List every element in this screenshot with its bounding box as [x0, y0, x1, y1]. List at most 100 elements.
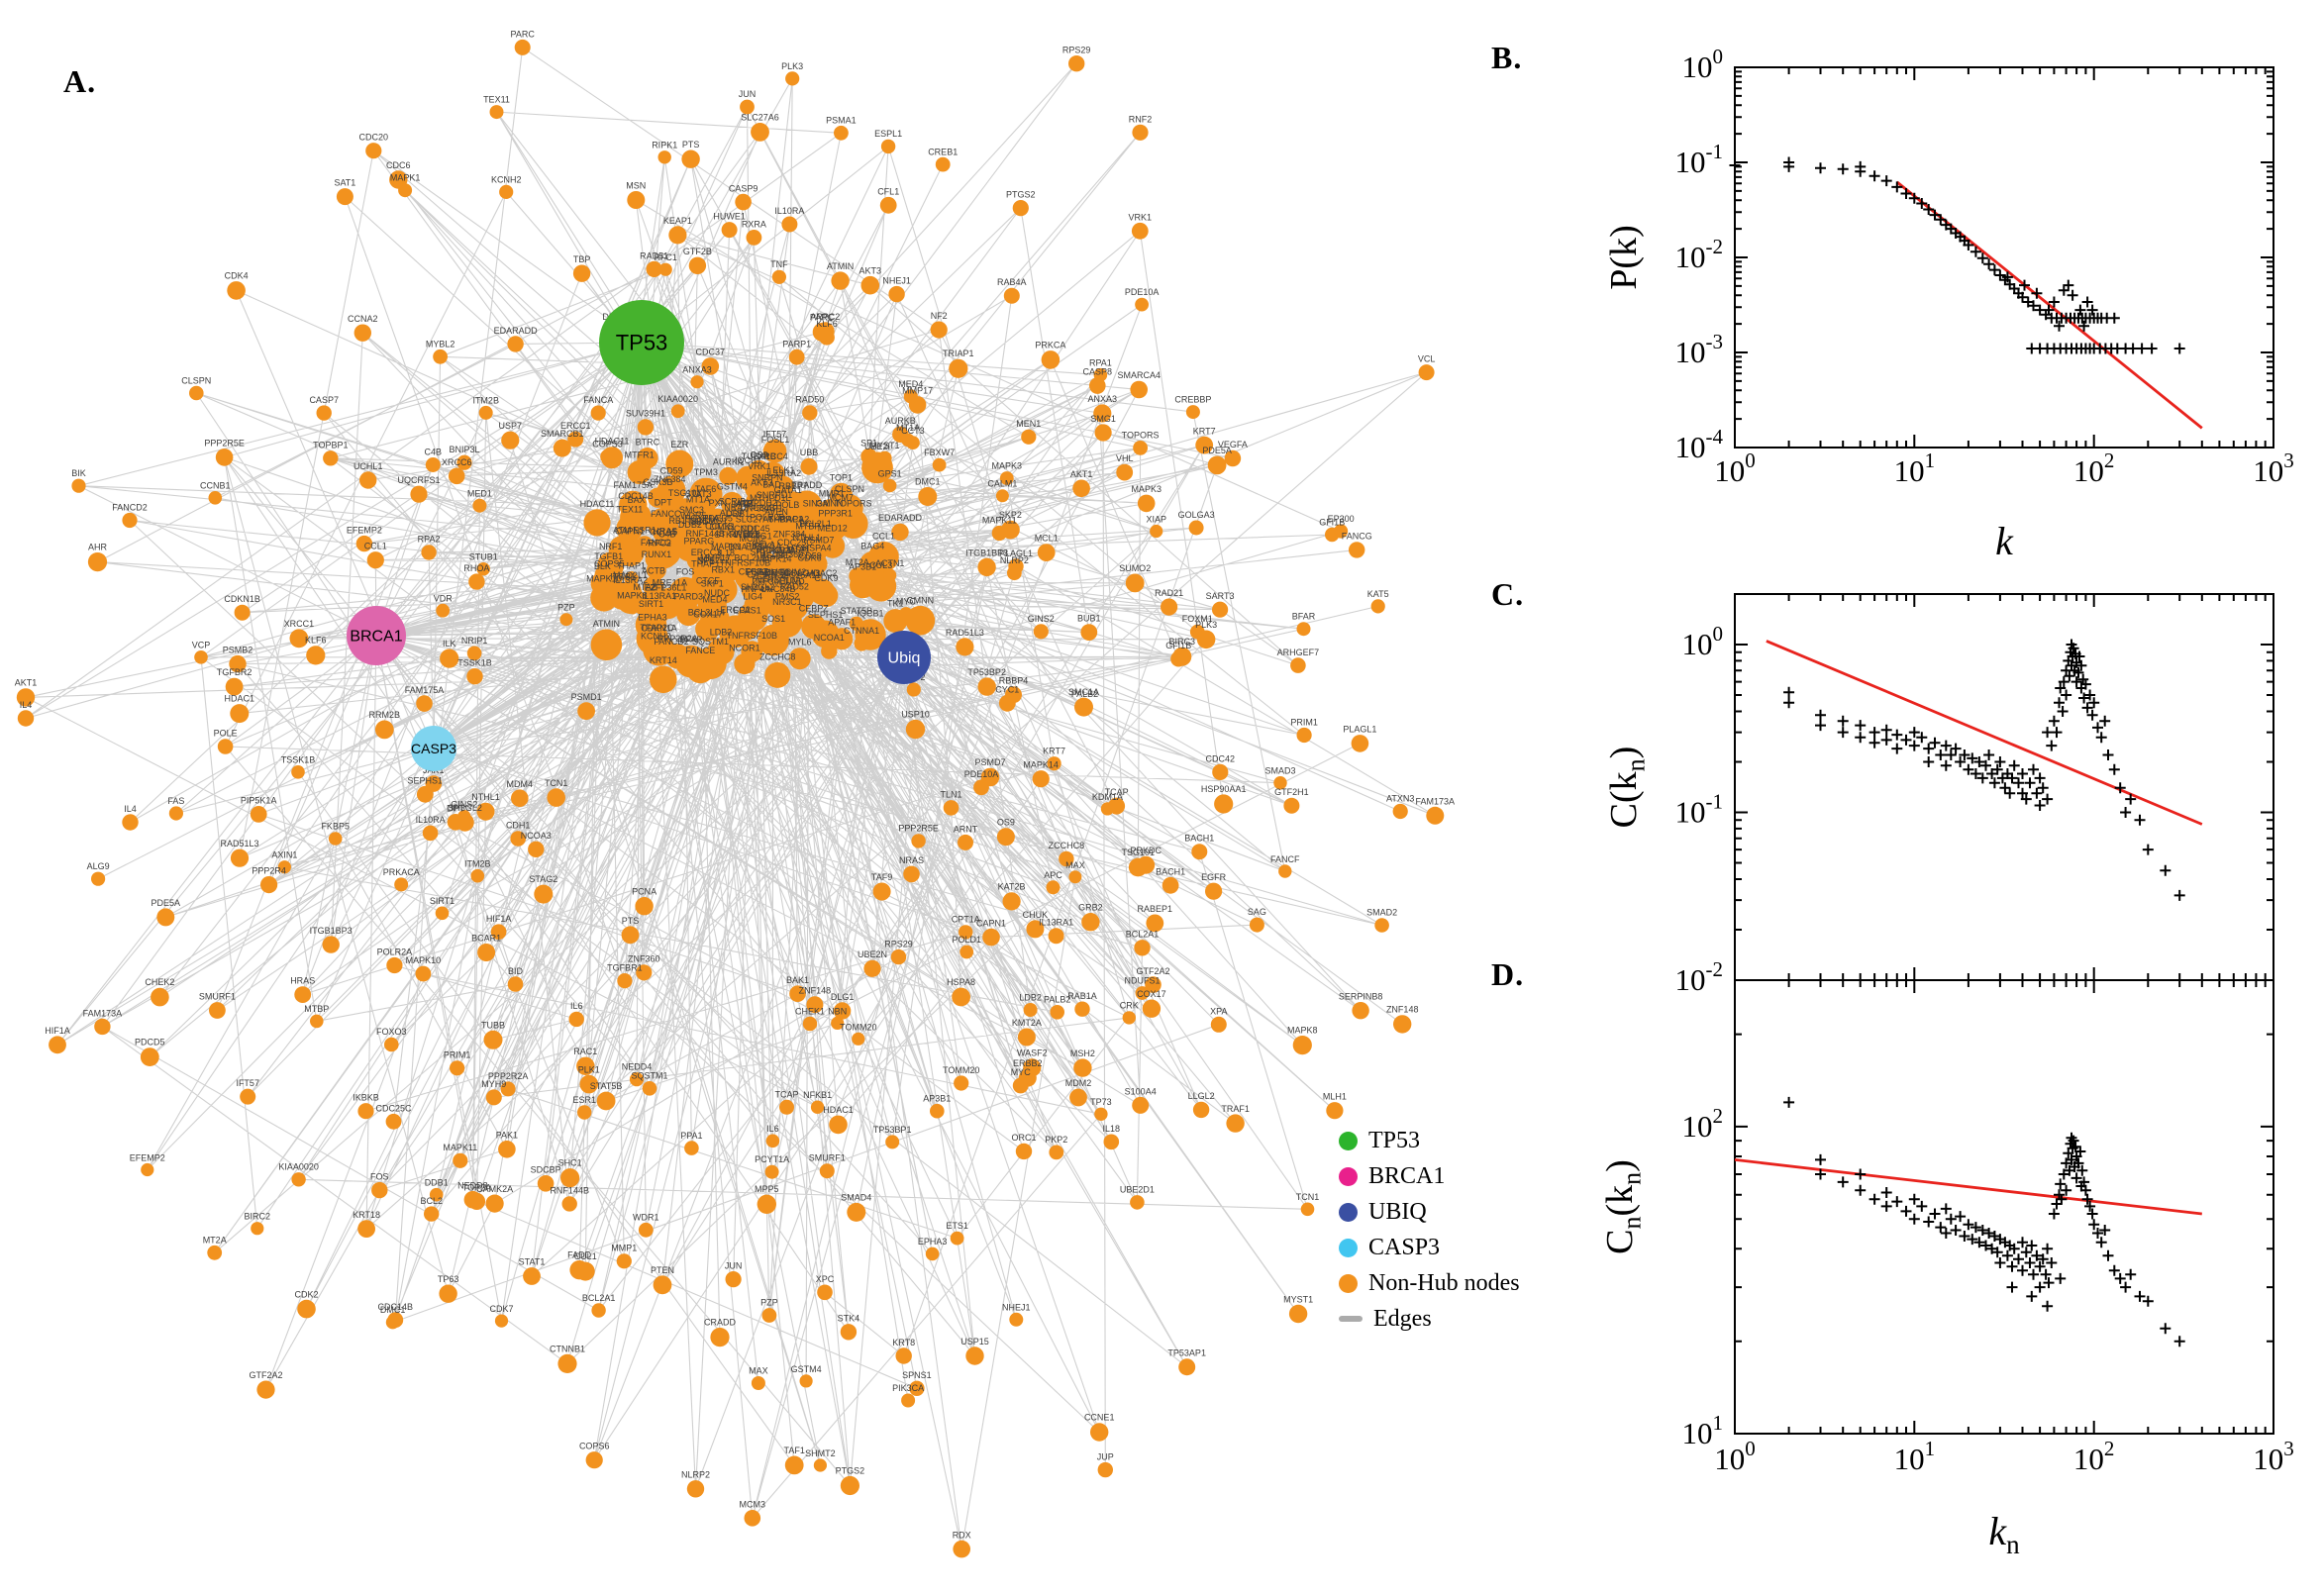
- svg-text:GSK3B: GSK3B: [643, 477, 672, 487]
- y-axis-title: C(kn): [1603, 747, 1650, 829]
- hub-label-brca1: BRCA1: [350, 629, 402, 646]
- svg-text:KCNH2: KCNH2: [491, 174, 522, 184]
- svg-text:PALB2: PALB2: [1044, 995, 1070, 1005]
- svg-text:OS9: OS9: [997, 818, 1015, 828]
- svg-text:ERCC3: ERCC3: [691, 548, 722, 557]
- svg-text:CD59: CD59: [799, 551, 822, 561]
- svg-text:SDCBP: SDCBP: [531, 1165, 561, 1175]
- svg-text:UCHL1: UCHL1: [354, 461, 383, 471]
- svg-text:KLF6: KLF6: [305, 636, 327, 646]
- svg-text:MAPK11: MAPK11: [982, 515, 1017, 525]
- legend-item: UBIQ: [1339, 1200, 1520, 1224]
- svg-text:SNRPD1: SNRPD1: [757, 490, 793, 500]
- svg-text:ILK: ILK: [443, 639, 456, 648]
- svg-text:SP1: SP1: [698, 555, 715, 565]
- svg-text:KRT7: KRT7: [1193, 426, 1216, 436]
- tick-label: 10-1: [1675, 790, 1724, 830]
- svg-text:MMP17: MMP17: [700, 553, 731, 563]
- svg-text:PPARG: PPARG: [683, 537, 714, 547]
- svg-text:MAPK8: MAPK8: [617, 591, 648, 601]
- svg-text:PDE10A: PDE10A: [1125, 287, 1160, 297]
- svg-text:ARPC2: ARPC2: [810, 312, 840, 322]
- scatter-points: [1783, 639, 2185, 901]
- svg-text:GTF2B: GTF2B: [683, 247, 712, 256]
- svg-text:PXN: PXN: [709, 498, 728, 508]
- svg-text:DLG1: DLG1: [831, 992, 855, 1002]
- svg-text:BACH1: BACH1: [1184, 834, 1214, 844]
- svg-text:TGFBR1: TGFBR1: [607, 963, 643, 973]
- svg-text:BAX: BAX: [628, 495, 646, 505]
- svg-text:RNF144B: RNF144B: [550, 1186, 589, 1196]
- svg-text:MAPK3: MAPK3: [992, 461, 1023, 471]
- svg-text:VRK1: VRK1: [748, 461, 771, 471]
- svg-text:TOP1: TOP1: [830, 472, 853, 482]
- svg-text:UQCRFS1: UQCRFS1: [397, 475, 440, 485]
- svg-text:PKP2: PKP2: [1045, 1135, 1067, 1145]
- svg-text:MT1A: MT1A: [686, 495, 710, 505]
- svg-text:IFT57: IFT57: [763, 429, 787, 439]
- svg-text:GTF2A2: GTF2A2: [249, 1370, 282, 1380]
- svg-text:ARHGEF7: ARHGEF7: [1277, 648, 1320, 657]
- axis-ticks: [1734, 979, 2274, 1435]
- svg-text:STAT5B: STAT5B: [840, 606, 872, 616]
- svg-text:CEBPZ: CEBPZ: [739, 567, 769, 577]
- hub-label-ubiq: Ubiq: [888, 650, 921, 667]
- svg-text:THAP1: THAP1: [691, 558, 720, 568]
- svg-text:IL13RA1: IL13RA1: [642, 591, 676, 601]
- svg-text:CD59: CD59: [660, 465, 683, 475]
- svg-text:IL13RA1: IL13RA1: [1039, 918, 1073, 928]
- svg-text:RRM2B: RRM2B: [730, 530, 761, 540]
- svg-text:FANCA: FANCA: [583, 395, 613, 405]
- svg-text:IL10RA: IL10RA: [774, 206, 804, 216]
- svg-text:PSAP: PSAP: [746, 567, 769, 577]
- svg-text:KIAA0020: KIAA0020: [278, 1162, 319, 1172]
- svg-text:RHOA: RHOA: [463, 563, 489, 573]
- svg-text:CCL1: CCL1: [364, 542, 387, 551]
- svg-text:CDC45: CDC45: [741, 524, 770, 534]
- svg-text:UBC: UBC: [690, 517, 710, 527]
- svg-text:AKT1: AKT1: [15, 678, 38, 688]
- svg-text:MT2A: MT2A: [846, 557, 869, 567]
- svg-text:RAD51: RAD51: [640, 250, 668, 260]
- svg-text:TNF: TNF: [770, 259, 788, 269]
- svg-text:RPA1: RPA1: [1089, 357, 1112, 367]
- svg-text:RAB4A: RAB4A: [997, 277, 1027, 287]
- svg-text:TNFRSF10B: TNFRSF10B: [727, 631, 778, 641]
- svg-text:BTRC: BTRC: [636, 438, 660, 448]
- svg-text:TCN1: TCN1: [545, 778, 568, 788]
- svg-text:FADD: FADD: [567, 1250, 592, 1260]
- svg-text:PRKDC: PRKDC: [1130, 846, 1162, 855]
- svg-text:MPP5: MPP5: [755, 1184, 779, 1194]
- svg-text:UBE2D1: UBE2D1: [1120, 1185, 1155, 1195]
- svg-text:LIG4: LIG4: [744, 591, 763, 601]
- svg-text:C4B: C4B: [425, 448, 443, 457]
- svg-text:PTTG1: PTTG1: [744, 531, 772, 541]
- svg-text:CDC6: CDC6: [386, 160, 411, 170]
- svg-text:MCL1: MCL1: [1035, 534, 1059, 544]
- svg-text:TSG101: TSG101: [668, 488, 702, 498]
- svg-text:ELK1: ELK1: [772, 465, 794, 475]
- svg-text:TP53BP2: TP53BP2: [967, 667, 1006, 677]
- svg-text:BIRC3: BIRC3: [1169, 637, 1196, 647]
- svg-text:BFAR: BFAR: [1292, 612, 1316, 622]
- svg-text:XRCC6: XRCC6: [442, 457, 472, 467]
- svg-text:NEDD4: NEDD4: [622, 1062, 653, 1072]
- svg-text:MAPK1: MAPK1: [711, 542, 742, 551]
- svg-text:DDB2: DDB2: [678, 520, 702, 530]
- svg-text:UNC84B: UNC84B: [760, 584, 796, 594]
- svg-text:TAF6: TAF6: [695, 484, 716, 494]
- tick-label: 101: [1682, 1411, 1724, 1450]
- svg-text:CCL1: CCL1: [872, 532, 895, 542]
- scatter-points: [1729, 156, 2185, 354]
- tick-label: 102: [2073, 449, 2115, 488]
- hub-node-casp3: [411, 726, 456, 771]
- svg-text:ERCC2: ERCC2: [720, 605, 751, 615]
- svg-text:LIMK1: LIMK1: [710, 522, 736, 532]
- svg-text:TOPORS: TOPORS: [835, 499, 872, 509]
- svg-text:NBN: NBN: [828, 1006, 847, 1016]
- svg-text:KAT5: KAT5: [1367, 589, 1389, 599]
- svg-text:IL18: IL18: [718, 548, 736, 557]
- svg-text:RBBP7: RBBP7: [779, 481, 809, 491]
- svg-text:CDKN1B: CDKN1B: [224, 594, 260, 604]
- svg-text:XIAP: XIAP: [1146, 514, 1166, 524]
